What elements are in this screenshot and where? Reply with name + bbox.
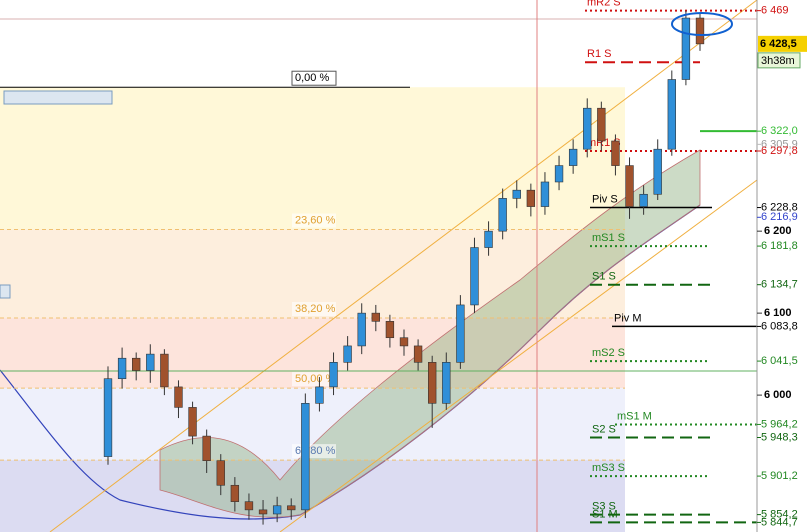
candle-body (174, 386, 183, 408)
candle-body (357, 312, 366, 347)
candle-body (385, 321, 395, 339)
candle-body (343, 345, 352, 363)
level-name: mS1 S (592, 232, 625, 244)
level-label: 5 948,3 (761, 431, 798, 443)
highlight-ellipse (671, 12, 733, 36)
level-label: 6 083,8 (761, 320, 798, 332)
level-label: 5 844,7 (761, 516, 798, 528)
y-tick-label: 6 200 (764, 225, 792, 237)
level-name: mS3 S (592, 462, 625, 474)
level-label: 6 297,8 (761, 145, 798, 157)
candle-body (315, 386, 324, 404)
fib-label-box (291, 70, 337, 86)
candle-body (117, 357, 127, 380)
candle-body (146, 353, 155, 371)
candle-body (526, 189, 536, 207)
fib-label: 0,00 % (295, 72, 329, 84)
level-label: 6 469 (761, 5, 789, 17)
candle-body (428, 362, 437, 404)
level-label: 6 228,8 (761, 201, 798, 213)
level-name: S2 S (592, 423, 616, 435)
fib-label-box (292, 302, 336, 317)
fib-label-box (292, 372, 336, 387)
fib-label: 38,20 % (295, 303, 336, 315)
candle-body (625, 165, 634, 207)
candle-body (287, 505, 296, 511)
channel-upper (49, 0, 758, 532)
level-name: R1 S (587, 48, 611, 60)
level-label: 5 964,2 (761, 418, 798, 430)
level-name: Piv S (592, 193, 618, 205)
candle-body (329, 362, 338, 388)
fib-label: 23,60 % (295, 214, 336, 226)
level-label: 6 041,5 (761, 355, 798, 367)
candle-body (681, 17, 691, 80)
candle-body (188, 407, 197, 437)
candle-body (301, 403, 310, 511)
candle-body (244, 501, 254, 511)
fib-label-box (292, 213, 336, 228)
level-label: 6 181,8 (761, 240, 798, 252)
axis-labels: 6 469 6 322,06 305,96 297,8 6 228,86 216,9… (757, 5, 807, 528)
candle-body (371, 312, 380, 322)
candle-body (272, 505, 282, 515)
y-tick-label: 6 100 (764, 307, 792, 319)
level-name: S1 M (592, 508, 618, 520)
y-tick-label: 6 000 (764, 389, 792, 401)
candle-body (216, 460, 225, 486)
candle-body (470, 247, 479, 306)
candle-body (498, 198, 507, 232)
candle-body (103, 378, 113, 457)
candle-body (512, 189, 521, 199)
last-price-box (758, 35, 807, 52)
level-label: 6 322,0 (761, 125, 798, 137)
candle-body (442, 362, 451, 404)
candle-body (554, 165, 564, 183)
countdown-box (757, 52, 801, 69)
candle-body (456, 304, 465, 363)
channel-lower (279, 179, 758, 532)
candle-body (695, 17, 705, 45)
last-price: 6 428,5 (760, 38, 797, 50)
candle-body (639, 193, 648, 207)
candle-body (202, 435, 211, 461)
fib-zone (0, 87, 625, 230)
price-axis (757, 0, 807, 532)
fib-label: 61,80 % (295, 445, 336, 457)
candle-body (258, 509, 268, 515)
candle-body (611, 140, 620, 166)
box (0, 284, 11, 299)
candle-body (540, 181, 550, 207)
candle-body (132, 357, 141, 371)
level-label: 6 216,9 (761, 211, 798, 223)
level-label: 6 134,7 (761, 279, 798, 291)
candle-body (160, 353, 169, 388)
level-name: S1 S (592, 271, 616, 283)
candle-body (399, 337, 409, 347)
level-name: mS1 M (617, 410, 652, 422)
countdown: 3h38m (761, 55, 795, 67)
box (3, 90, 113, 105)
candle-body (230, 484, 240, 502)
level-name: S3 S (592, 501, 616, 513)
candle-body (484, 230, 493, 248)
level-name: Piv M (614, 312, 642, 324)
fib-zone (0, 460, 625, 532)
candle-body (653, 148, 662, 195)
level-label: 6 305,9 (761, 138, 798, 150)
candle-body (568, 148, 578, 166)
fib-label: 50,00 % (295, 373, 336, 385)
level-label: 5 901,2 (761, 470, 798, 482)
level-name: mS2 S (592, 347, 625, 359)
candle-body (583, 107, 592, 150)
candle-body (413, 345, 423, 363)
candle-body (667, 79, 676, 150)
candle-body (597, 107, 606, 142)
level-label: 5 854,2 (761, 509, 798, 521)
level-name: mR2 S (587, 0, 621, 9)
